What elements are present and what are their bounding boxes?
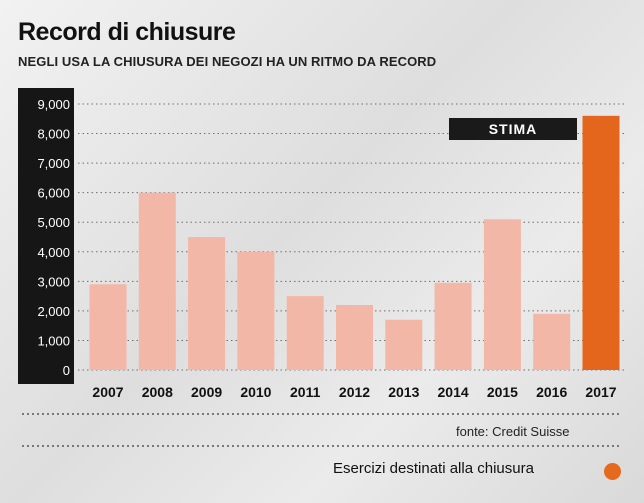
x-tick-label: 2016 — [536, 384, 567, 400]
x-tick-label: 2009 — [191, 384, 222, 400]
chart-title: Record di chiusure — [18, 18, 236, 46]
bar-2012 — [336, 304, 373, 370]
bar-2010 — [237, 251, 275, 370]
bar-2008 — [138, 192, 176, 370]
x-tick-label: 2010 — [240, 384, 271, 400]
bar-2011 — [286, 296, 324, 370]
legend-swatch — [604, 463, 621, 480]
bar-2009 — [188, 237, 226, 370]
y-axis-box — [18, 88, 74, 384]
y-tick-label: 0 — [63, 363, 70, 378]
bar-2016 — [533, 313, 571, 370]
x-tick-label: 2011 — [290, 384, 321, 400]
stima-label: STIMA — [489, 121, 538, 137]
x-tick-label: 2014 — [438, 384, 469, 400]
y-tick-label: 3,000 — [37, 274, 70, 289]
y-tick-label: 9,000 — [37, 97, 70, 112]
bar-2017 — [582, 115, 620, 370]
y-tick-label: 5,000 — [37, 215, 70, 230]
y-tick-label: 4,000 — [37, 245, 70, 260]
bar-2013 — [385, 319, 423, 370]
x-tick-label: 2017 — [585, 384, 616, 400]
stima-badge — [449, 118, 577, 140]
x-tick-label: 2015 — [487, 384, 518, 400]
bar-2014 — [434, 282, 472, 370]
y-tick-labels: 9,000 8,000 7,000 6,000 5,000 4,000 3,000 2,000… — [37, 97, 70, 378]
y-tick-label: 2,000 — [37, 304, 70, 319]
y-tick-label: 8,000 — [37, 127, 70, 142]
legend-label: Esercizi destinati alla chiusura — [333, 460, 534, 477]
x-tick-label: 2008 — [142, 384, 173, 400]
bar-2007 — [89, 284, 127, 370]
y-tick-label: 1,000 — [37, 333, 70, 348]
x-tick-label: 2007 — [92, 384, 123, 400]
source-note: fonte: Credit Suisse — [456, 424, 570, 439]
x-tick-label: 2013 — [388, 384, 419, 400]
x-tick-labels: 2007 2008 2009 2010 2011 2012 2013 2014 2015 2016… — [92, 384, 616, 400]
bar-2015 — [483, 219, 521, 370]
x-tick-label: 2012 — [339, 384, 370, 400]
y-tick-label: 7,000 — [37, 156, 70, 171]
chart-subtitle: NEGLI USA LA CHIUSURA DEI NEGOZI HA UN R… — [18, 54, 437, 69]
bars — [89, 115, 620, 370]
y-tick-label: 6,000 — [37, 186, 70, 201]
